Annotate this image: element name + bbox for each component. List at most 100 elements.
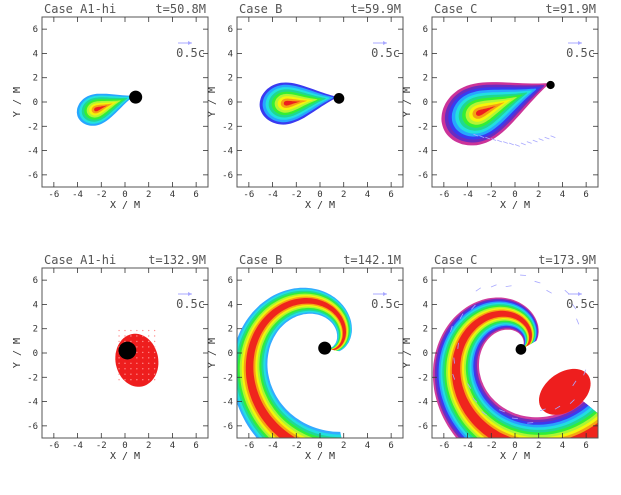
velocity-vector xyxy=(130,335,132,337)
x-tick-label: 2 xyxy=(146,190,151,200)
velocity-vector xyxy=(153,340,156,343)
density-contours xyxy=(115,329,159,387)
panel-title: Case A1-hi xyxy=(44,2,116,16)
velocity-vector xyxy=(136,346,138,348)
panel-title: Case C xyxy=(434,253,477,267)
y-tick-label: -6 xyxy=(222,171,233,181)
x-tick-label: -2 xyxy=(291,441,302,451)
black-hole xyxy=(118,341,137,360)
x-tick-label: 2 xyxy=(536,441,541,451)
y-tick-label: -4 xyxy=(222,147,233,157)
vector-scale-arrowhead xyxy=(188,41,192,45)
velocity-vector xyxy=(490,284,497,288)
vector-scale-label: 0.5c xyxy=(566,297,595,311)
velocity-vector xyxy=(148,346,150,348)
x-tick-label: 0 xyxy=(317,190,322,200)
x-tick-label: -2 xyxy=(291,190,302,200)
panel-title: Case A1-hi xyxy=(44,253,116,267)
velocity-vector xyxy=(136,379,138,381)
x-tick-label: -4 xyxy=(72,190,83,200)
panel-time: t=142.1M xyxy=(343,253,401,267)
velocity-vector xyxy=(153,357,156,359)
y-tick-label: -2 xyxy=(222,373,233,383)
y-tick-label: 4 xyxy=(423,49,428,59)
velocity-vector xyxy=(136,340,138,343)
x-tick-label: 0 xyxy=(512,441,517,451)
velocity-vector xyxy=(130,373,132,375)
velocity-vector xyxy=(554,405,561,410)
x-tick-label: 2 xyxy=(341,190,346,200)
velocity-vector xyxy=(153,368,156,370)
panel-time: t=50.8M xyxy=(155,2,206,16)
x-axis-label: X / M xyxy=(110,200,140,211)
x-tick-label: 4 xyxy=(560,190,565,200)
velocity-vector xyxy=(457,342,459,349)
x-tick-label: 4 xyxy=(170,441,175,451)
density-contours xyxy=(441,82,556,147)
y-tick-label: 2 xyxy=(33,74,38,84)
velocity-vector xyxy=(124,379,126,381)
vector-scale-arrowhead xyxy=(578,41,582,45)
y-tick-label: -6 xyxy=(27,171,38,181)
panel-3: -6 -6 -4 -4 -2 -2 0 0 2 2 4 4 6 6 X / M Y / M Case C t=91… xyxy=(402,2,599,211)
velocity-vector xyxy=(450,325,453,332)
x-tick-label: -2 xyxy=(486,190,497,200)
velocity-vector xyxy=(576,318,580,325)
x-tick-label: 0 xyxy=(512,190,517,200)
x-tick-label: -4 xyxy=(267,441,278,451)
velocity-vector xyxy=(505,285,512,288)
velocity-vector xyxy=(136,335,138,337)
y-tick-label: 2 xyxy=(423,325,428,335)
velocity-vector xyxy=(130,340,132,343)
velocity-vector xyxy=(136,373,138,375)
velocity-vector xyxy=(499,409,505,413)
velocity-vector xyxy=(142,335,144,337)
y-tick-label: 4 xyxy=(33,300,38,310)
velocity-vector xyxy=(153,329,156,332)
contour-level xyxy=(283,100,301,106)
velocity-vector xyxy=(497,139,503,143)
x-axis-label: X / M xyxy=(110,451,140,462)
velocity-vector xyxy=(153,335,156,337)
velocity-vector xyxy=(153,373,156,375)
velocity-vector xyxy=(583,369,587,376)
velocity-vector xyxy=(148,379,150,381)
black-hole xyxy=(129,90,143,104)
velocity-vector xyxy=(136,357,138,359)
velocity-vector xyxy=(118,329,120,332)
velocity-vector xyxy=(142,346,144,348)
x-tick-label: -4 xyxy=(462,441,473,451)
velocity-vector xyxy=(142,379,144,381)
x-tick-label: 0 xyxy=(317,441,322,451)
x-tick-label: -2 xyxy=(96,441,107,451)
velocity-vector xyxy=(502,141,509,144)
x-tick-label: 6 xyxy=(193,190,198,200)
x-tick-label: -6 xyxy=(243,441,254,451)
x-tick-label: 2 xyxy=(536,190,541,200)
y-tick-label: 0 xyxy=(33,98,38,108)
velocity-vector xyxy=(142,362,144,365)
density-contours xyxy=(237,287,352,438)
y-tick-label: -2 xyxy=(222,122,233,132)
y-tick-label: -6 xyxy=(27,422,38,432)
velocity-vector xyxy=(572,303,577,310)
y-tick-label: -2 xyxy=(417,122,428,132)
velocity-vector xyxy=(124,362,126,365)
y-tick-label: 6 xyxy=(423,276,428,286)
velocity-vector xyxy=(572,380,577,387)
contour-level xyxy=(446,306,598,438)
velocity-vector xyxy=(142,351,144,354)
velocity-vector xyxy=(118,357,120,359)
y-axis-label: Y / M xyxy=(207,338,218,368)
x-tick-label: -4 xyxy=(462,190,473,200)
y-tick-label: 0 xyxy=(423,98,428,108)
vector-scale-label: 0.5c xyxy=(176,46,205,60)
velocity-vector xyxy=(130,329,132,332)
velocity-vector xyxy=(118,368,120,370)
vector-scale-label: 0.5c xyxy=(566,46,595,60)
y-tick-label: 4 xyxy=(423,300,428,310)
x-tick-label: -6 xyxy=(48,441,59,451)
black-hole xyxy=(333,93,345,104)
panel-time: t=173.9M xyxy=(538,253,596,267)
